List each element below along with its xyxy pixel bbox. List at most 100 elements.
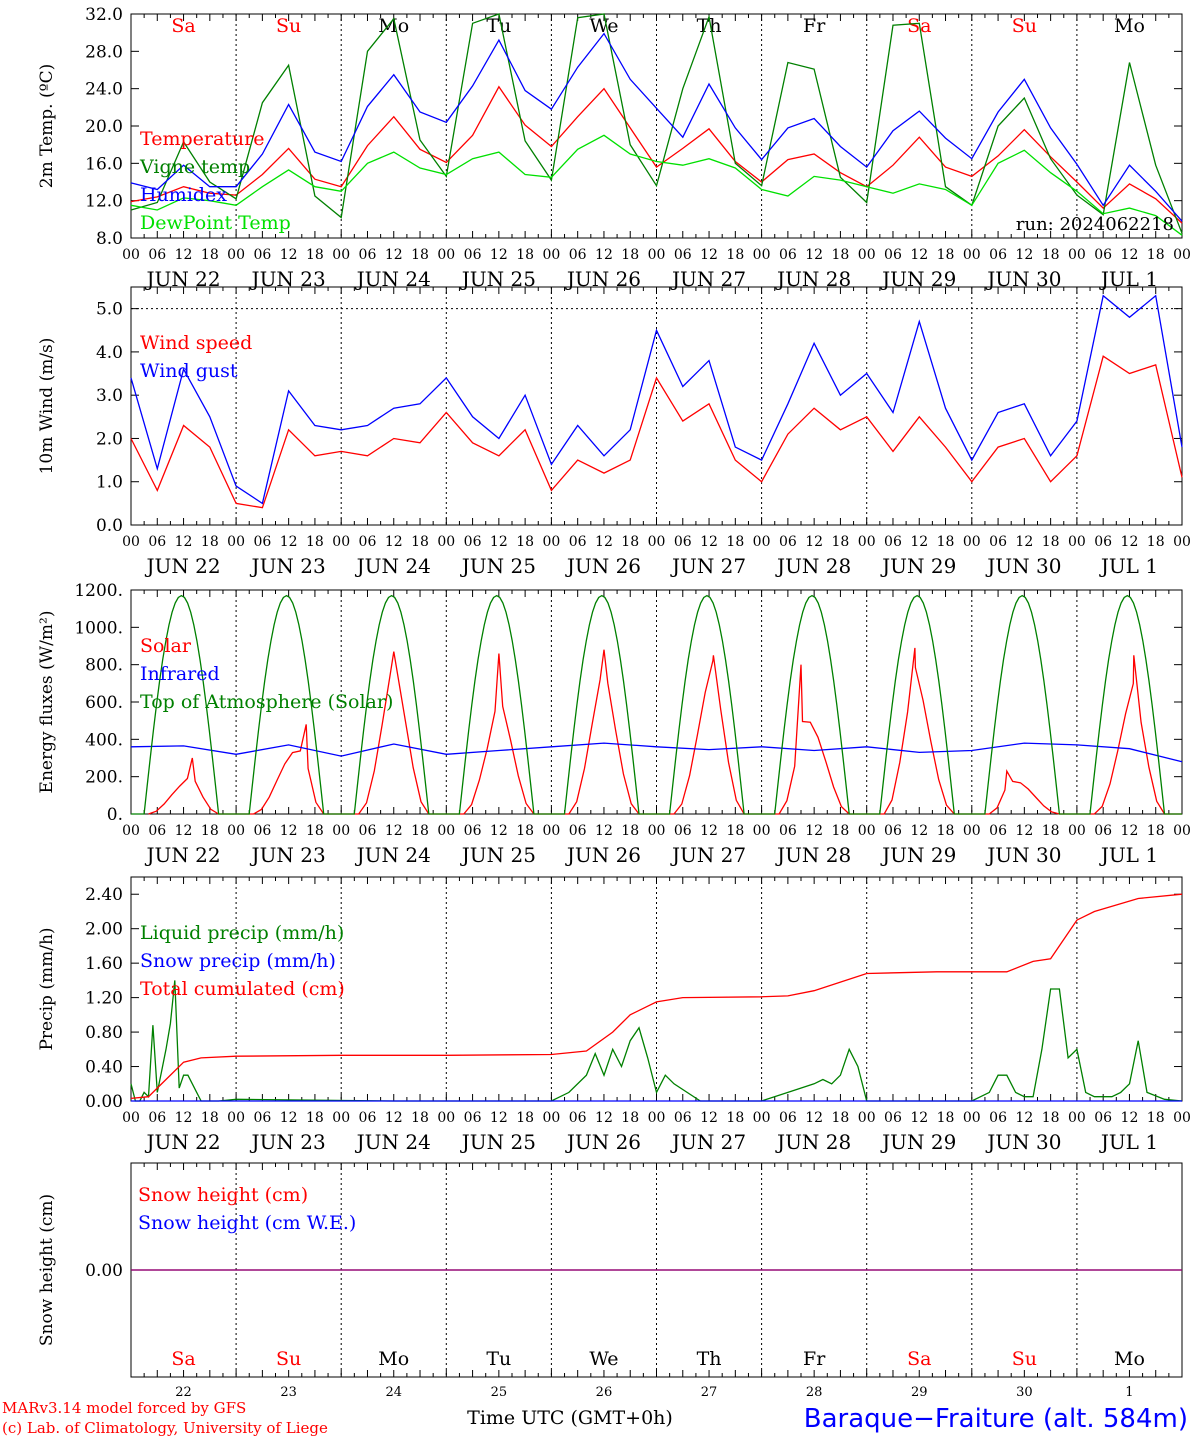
x-hour-label: 18 [201,1110,219,1126]
x-hour-label: 12 [1121,1110,1139,1126]
x-hour-label: 12 [490,247,508,263]
x-hour-label: 06 [989,534,1007,550]
x-date-label: JUN 28 [775,1130,851,1154]
x-hour-label: 06 [569,823,587,839]
x-hour-label: 06 [569,1110,587,1126]
x-hour-label: 18 [201,823,219,839]
series-line-total-cumulated-cm- [130,893,1183,1100]
x-hour-label: 06 [674,534,692,550]
x-hour-label: 06 [884,823,902,839]
x-hour-label: 18 [411,823,429,839]
x-date-label: JUN 29 [880,1130,956,1154]
x-date-label: JUN 24 [355,843,431,867]
legend-entry: Total cumulated (cm) [140,978,345,1000]
x-hour-label: 18 [726,1110,744,1126]
y-tick-label: 1.20 [85,989,123,1009]
x-hour-label: 12 [1015,823,1033,839]
panel-3: 0. 200. 400. 600. 800. 1000. 1200. Energy fluxe… [37,581,1191,867]
x-hour-label: 12 [805,534,823,550]
x-hour-label: 06 [253,247,271,263]
y-tick-label: 600. [85,693,123,713]
weekday-label: We [589,15,618,37]
x-hour-label: 18 [1042,534,1060,550]
y-tick-label: 400. [85,730,123,750]
x-hour-label: 12 [490,534,508,550]
x-hour-label: 12 [1015,534,1033,550]
y-tick-label: 16.0 [85,154,123,174]
x-hour-label: 12 [385,534,403,550]
x-hour-label: 00 [437,534,455,550]
x-date-label: JUN 27 [670,554,746,578]
x-hour-label: 00 [122,823,140,839]
x-hour-label: 06 [359,1110,377,1126]
x-date-label: JUN 30 [985,554,1061,578]
y-tick-label: 2.40 [85,885,123,905]
x-hour-label: 00 [1068,247,1086,263]
x-hour-label: 00 [437,823,455,839]
x-hour-label: 06 [779,247,797,263]
x-hour-label: 06 [359,534,377,550]
x-hour-label: 06 [674,823,692,839]
x-hour-label: 00 [332,247,350,263]
x-hour-label: 00 [753,823,771,839]
x-hour-label: 12 [490,1110,508,1126]
x-date-label: JUL 1 [1099,843,1158,867]
x-hour-label: 06 [779,823,797,839]
x-hour-label: 06 [464,247,482,263]
x-hour-label: 00 [1173,534,1191,550]
legend-entry: Liquid precip (mm/h) [140,922,344,944]
x-hour-label: 12 [385,247,403,263]
legend-entry: Snow height (cm W.E.) [138,1212,356,1234]
x-hour-label: 00 [858,534,876,550]
x-hour-label: 18 [726,247,744,263]
x-hour-label: 00 [227,534,245,550]
weekday-label: We [589,1348,618,1370]
weekday-label: Tu [486,15,511,37]
x-date-label: JUN 23 [250,554,326,578]
weekday-label: Fr [803,1348,826,1370]
y-axis-label: 2m Temp. (ºC) [37,64,57,189]
x-hour-label: 18 [937,1110,955,1126]
x-hour-label: 06 [1094,823,1112,839]
x-date-label: JUN 26 [565,843,641,867]
x-hour-label: 00 [1173,823,1191,839]
x-date-label: JUN 24 [355,1130,431,1154]
x-hour-label: 18 [516,247,534,263]
x-date-label: JUN 30 [985,843,1061,867]
x-hour-label: 12 [595,823,613,839]
x-date-label: JUN 29 [880,843,956,867]
weekday-label: Mo [1114,1348,1145,1370]
x-hour-label: 00 [542,1110,560,1126]
x-hour-label: 00 [122,1110,140,1126]
x-hour-label: 18 [726,823,744,839]
x-hour-label: 12 [595,1110,613,1126]
day-number-label: 24 [385,1385,402,1400]
x-hour-label: 12 [700,534,718,550]
legend-entry: Temperature [140,128,264,150]
x-hour-label: 18 [1147,1110,1165,1126]
x-hour-label: 12 [490,823,508,839]
x-hour-label: 18 [1042,1110,1060,1126]
x-hour-label: 18 [1147,823,1165,839]
legend-entry: Humidex [140,184,227,206]
x-hour-label: 06 [884,247,902,263]
x-hour-label: 06 [569,247,587,263]
x-hour-label: 00 [963,823,981,839]
x-hour-label: 12 [595,534,613,550]
x-hour-label: 06 [464,534,482,550]
x-hour-label: 00 [437,247,455,263]
x-date-label: JUN 22 [144,554,220,578]
x-hour-label: 18 [937,534,955,550]
x-date-label: JUL 1 [1099,1130,1158,1154]
x-hour-label: 00 [753,1110,771,1126]
y-tick-label: 0.40 [85,1058,123,1078]
weekday-label: Mo [378,1348,409,1370]
y-tick-label: 8.0 [96,229,123,249]
weekday-label: Su [276,1348,301,1370]
x-hour-label: 06 [569,534,587,550]
x-hour-label: 18 [516,534,534,550]
x-hour-label: 00 [227,1110,245,1126]
x-date-label: JUN 25 [460,554,536,578]
y-tick-label: 5.0 [96,300,123,320]
